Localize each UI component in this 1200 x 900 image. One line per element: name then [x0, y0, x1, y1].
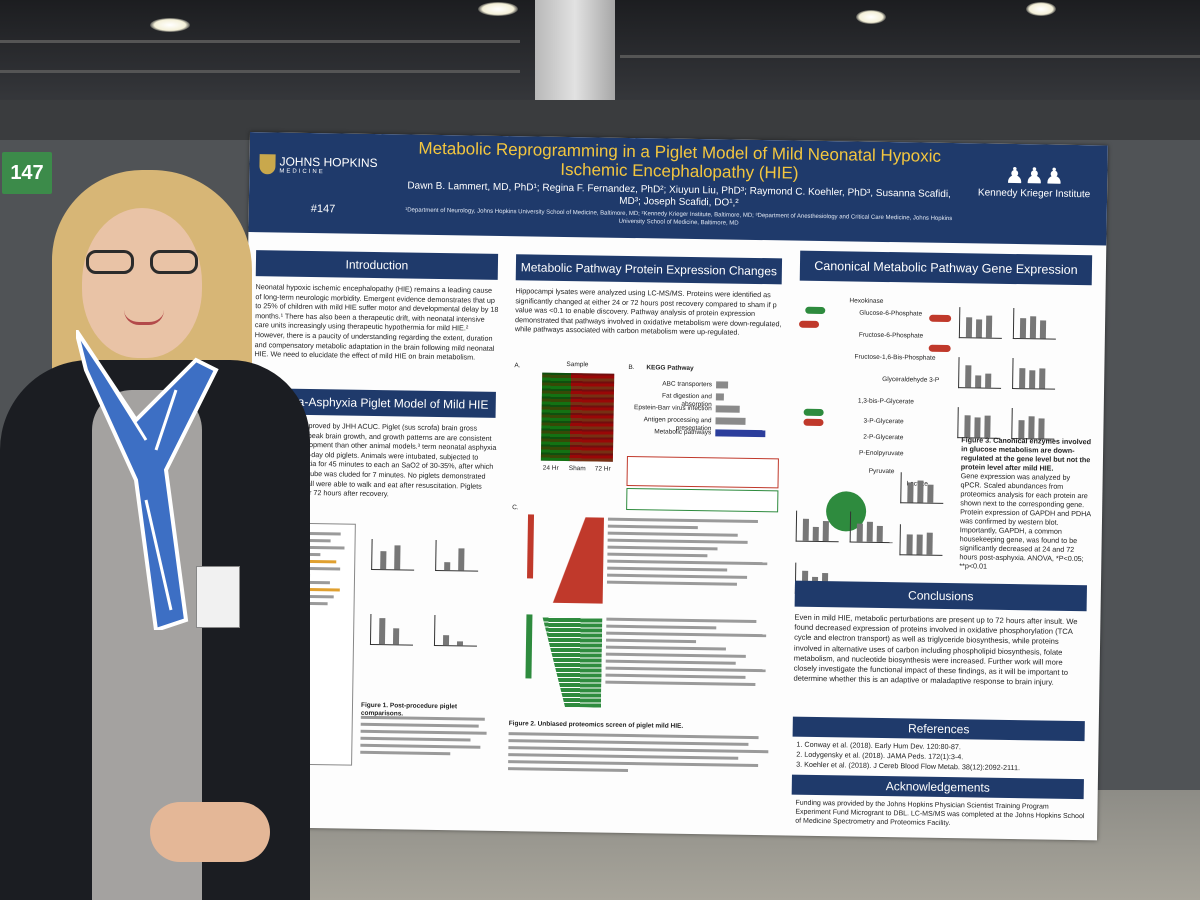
plot-glucose	[371, 538, 415, 571]
enzyme-pill	[928, 344, 951, 353]
glasses-icon	[86, 250, 204, 276]
pathway-node: Fructose-1,6-Bis-Phosphate	[854, 353, 936, 362]
pathway-node: Glucose-6-Phosphate	[859, 309, 923, 318]
kegg-bar	[715, 417, 746, 425]
upregulated-bars	[542, 516, 604, 604]
ceiling-light	[150, 18, 190, 32]
ceiling-light	[478, 2, 518, 16]
qpcr-plots-grid	[957, 293, 1100, 440]
pathway-node: Fructose-6-Phosphate	[858, 331, 924, 340]
panel-c-label: C.	[512, 504, 519, 512]
presenter-face	[82, 208, 202, 358]
poster-title: Metabolic Reprogramming in a Piglet Mode…	[418, 138, 942, 183]
ceiling-light	[1026, 2, 1056, 16]
enzyme-pill	[929, 314, 952, 323]
ceiling-truss	[620, 55, 1200, 58]
pathway-node: Pyruvate	[868, 467, 895, 476]
acknowledgements-heading: Acknowledgements	[791, 774, 1084, 800]
conclusions-text: Even in mild HIE, metabolic perturbation…	[793, 612, 1078, 687]
kegg-bar	[715, 405, 740, 413]
pathway-list-up	[606, 517, 778, 591]
kegg-label: KEGG Pathway	[646, 364, 694, 372]
heatmap-sample-label: Sample	[566, 360, 589, 369]
figure3-caption: Figure 3. Canonical enzymes involved in …	[960, 435, 1092, 473]
pathway-node: P-Enolpyruvate	[858, 449, 904, 458]
qpcr-plot	[958, 357, 1002, 389]
pathway-list-down	[605, 617, 776, 691]
presenter-hands	[150, 802, 270, 862]
pathway-node: Hexokinase	[849, 297, 884, 305]
down-protein-box	[626, 455, 779, 489]
protein-text: Hippocampi lysates were analyzed using L…	[514, 286, 782, 338]
kegg-bar	[715, 393, 724, 401]
ceiling-light	[856, 10, 886, 24]
conclusions-heading: Conclusions	[794, 580, 1087, 612]
heatmap	[540, 372, 615, 462]
qpcr-plot	[900, 472, 944, 504]
figure1-text-lines	[360, 715, 491, 760]
figure2-text-lines	[508, 732, 777, 778]
pathway-node: 2-P-Glycerate	[863, 433, 904, 442]
pathway-node: 1,3-bis-P-Glycerate	[857, 397, 914, 406]
panel-a-label: A.	[514, 362, 521, 370]
poster: JOHNS HOPKINS MEDICINE #147 Metabolic Re…	[239, 132, 1108, 841]
plot-ph	[369, 613, 414, 646]
down-arrow-icon	[525, 614, 533, 679]
qpcr-plot	[795, 510, 840, 543]
heatmap-col-sham: Sham	[568, 465, 586, 473]
pathway-node: 3-P-Glycerate	[863, 417, 904, 426]
qpcr-plot	[958, 307, 1003, 339]
qpcr-plot	[899, 524, 943, 556]
kki-logo-text: Kennedy Krieger Institute	[977, 187, 1091, 201]
name-badge	[196, 566, 240, 628]
kennedy-krieger-logo: ♟♟♟ Kennedy Krieger Institute	[969, 163, 1100, 200]
references-heading: References	[792, 716, 1085, 742]
enzyme-pill	[805, 306, 826, 315]
presenter	[0, 170, 320, 900]
qpcr-plot	[849, 511, 894, 544]
qpcr-plot	[1012, 358, 1056, 390]
ceiling-truss	[0, 40, 520, 43]
qpcr-plot	[1012, 308, 1057, 340]
enzyme-pill	[803, 408, 824, 417]
figure3-text: Gene expression was analyzed by qPCR. Sc…	[959, 471, 1091, 571]
figure2-caption: Figure 2. Unbiased proteomics screen of …	[508, 720, 684, 730]
gene-heading: Canonical Metabolic Pathway Gene Express…	[799, 250, 1093, 286]
protein-heading: Metabolic Pathway Protein Expression Cha…	[515, 254, 783, 285]
scarf	[76, 330, 219, 630]
plot-base-excess	[433, 614, 478, 647]
kegg-row-5: Metabolic pathways	[654, 428, 712, 437]
up-protein-box	[626, 487, 779, 513]
plot-lactate	[435, 539, 479, 572]
logo-line1: JOHNS HOPKINS	[279, 154, 378, 171]
panel-b-label: B.	[628, 363, 635, 372]
booth-number-tag: 147	[2, 152, 52, 194]
kegg-bar	[715, 429, 766, 438]
pathway-node: Glyceraldehyde 3-P	[882, 375, 940, 384]
heatmap-col-72hr: 72 Hr	[594, 465, 611, 473]
enzyme-pill	[798, 320, 820, 328]
poster-header: JOHNS HOPKINS MEDICINE #147 Metabolic Re…	[248, 132, 1108, 246]
enzyme-pill	[803, 418, 824, 427]
kegg-row-3: Epstein-Barr virus infection	[633, 404, 712, 413]
family-figures-icon: ♟♟♟	[1004, 162, 1065, 189]
presenter-smile	[124, 310, 164, 325]
downregulated-bars	[541, 617, 602, 708]
pillar	[535, 0, 615, 110]
heatmap-col-24hr: 24 Hr	[542, 464, 559, 472]
qpcr-plot	[957, 407, 1001, 439]
ceiling-truss	[0, 70, 520, 73]
acknowledgements-text: Funding was provided by the Johns Hopkin…	[795, 799, 1085, 828]
qpcr-plot	[1011, 407, 1055, 440]
kegg-bar	[716, 381, 729, 389]
poster-board-frame	[0, 100, 1200, 140]
kegg-row-1: ABC transporters	[662, 380, 713, 389]
up-arrow-icon	[527, 514, 535, 579]
